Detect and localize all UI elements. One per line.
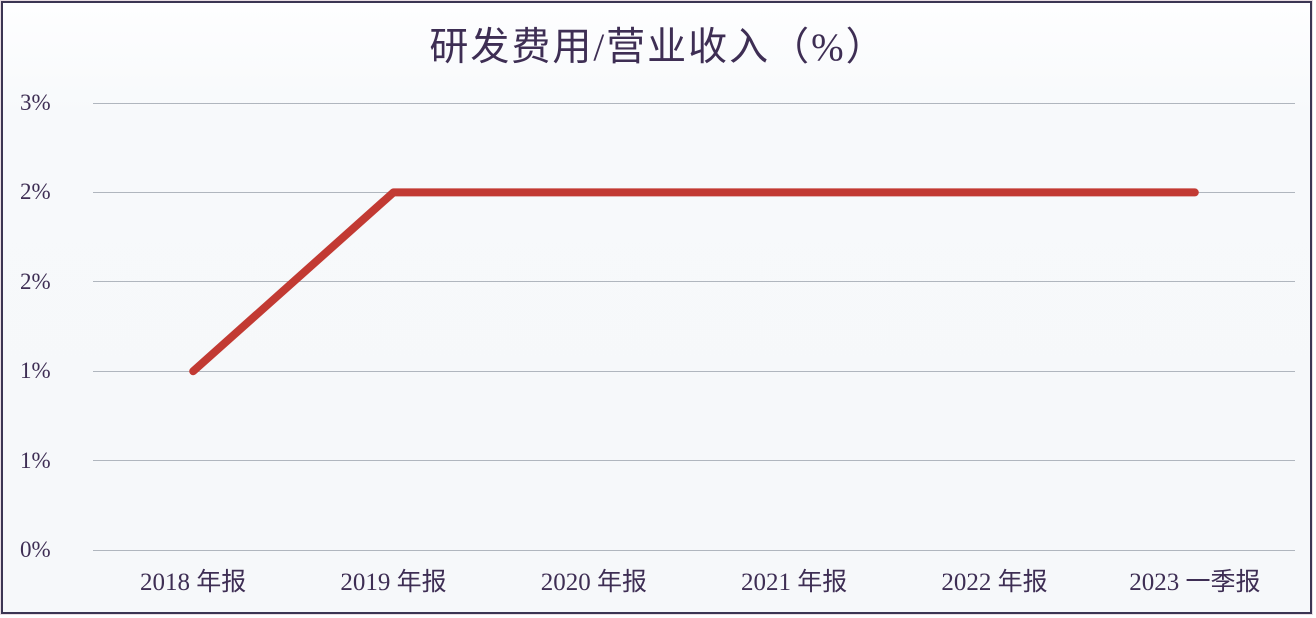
y-axis-tick-label: 1% (20, 358, 51, 384)
x-axis-category-label: 2021 年报 (741, 569, 848, 596)
x-axis-category-label: 2019 年报 (340, 569, 447, 596)
y-axis-tick-label: 2% (20, 268, 51, 294)
gridline (93, 191, 1295, 193)
y-axis-tick-label: 3% (20, 90, 51, 115)
chart-title: 研发费用/营业收入（%） (429, 26, 887, 69)
x-axis-category-label: 2022 年报 (941, 569, 1048, 596)
x-axis-category-label: 2020 年报 (540, 569, 647, 596)
y-axis-tick-label: 0% (20, 537, 51, 562)
gridline (93, 460, 1295, 462)
gridline (93, 281, 1295, 283)
x-axis-category-label: 2018 年报 (140, 569, 247, 596)
gridline (93, 370, 1295, 372)
y-axis-tick-label: 1% (20, 447, 51, 473)
gridline (93, 549, 1295, 551)
y-axis-tick-label: 2% (20, 179, 51, 205)
x-axis-category-label: 2023 一季报 (1129, 569, 1261, 596)
gridline (93, 102, 1295, 104)
